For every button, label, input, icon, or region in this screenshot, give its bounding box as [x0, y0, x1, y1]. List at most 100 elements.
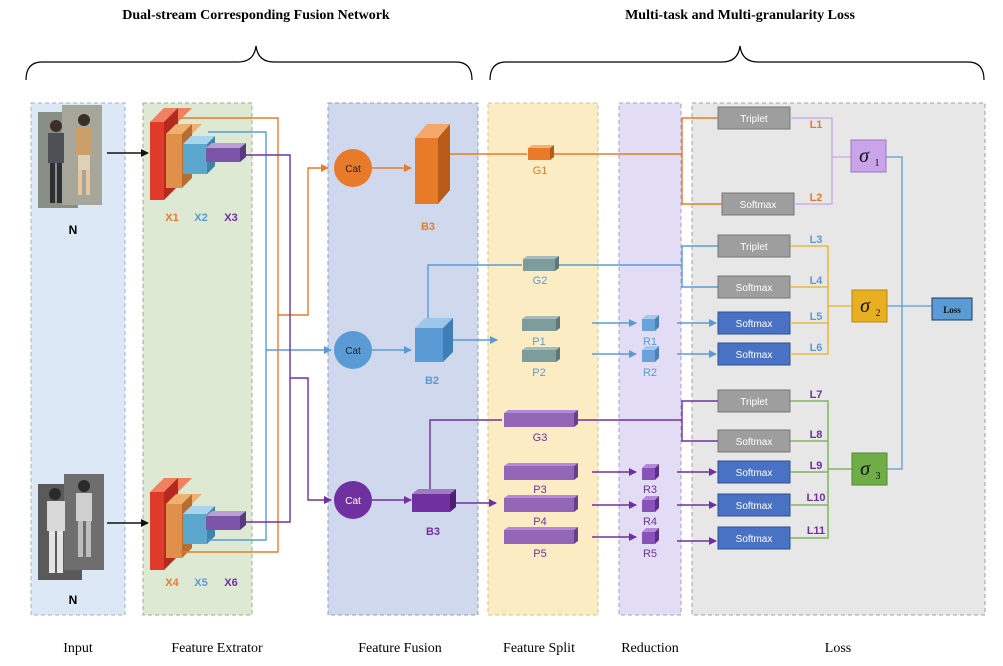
label-p1: P1	[532, 336, 545, 348]
label-l6: L6	[810, 342, 823, 354]
label-r5: R5	[643, 548, 657, 560]
right-brace	[489, 45, 985, 81]
label-g1: G1	[533, 165, 548, 177]
sigma-symbol-1: σ	[859, 145, 870, 167]
softmax-label-3: Softmax	[736, 319, 773, 330]
feature-g2	[523, 256, 559, 271]
input-bottom-label: N	[69, 593, 78, 607]
sigma-symbol-3: σ	[860, 458, 871, 480]
label-x4: X4	[165, 577, 179, 589]
label-p3: P3	[533, 484, 546, 496]
label-b3-bottom: B3	[426, 526, 440, 538]
right-section-title: Multi-task and Multi-granularity Loss	[625, 8, 855, 23]
extractor-caption: Feature Extrator	[171, 641, 263, 656]
feature-p5	[504, 527, 578, 544]
cat-label-orange: Cat	[345, 164, 361, 175]
left-section-title: Dual-stream Corresponding Fusion Network	[122, 8, 390, 23]
block-b2	[415, 318, 453, 362]
reduction-r1	[642, 315, 659, 331]
reduction-caption: Reduction	[621, 641, 679, 656]
softmax-label-2: Softmax	[736, 283, 773, 294]
label-r1: R1	[643, 336, 657, 348]
global-branches	[554, 117, 722, 442]
feature-p2	[522, 347, 560, 362]
loss-sigma-connectors	[790, 117, 932, 539]
cat-label-blue: Cat	[345, 346, 361, 357]
extractor-bottom	[150, 478, 246, 570]
reduction-r3	[642, 464, 659, 480]
label-x2: X2	[194, 212, 207, 224]
sigma-sub-2: 2	[876, 308, 881, 319]
softmax-label-5: Softmax	[736, 437, 773, 448]
softmax-label-6: Softmax	[736, 468, 773, 479]
softmax-label-8: Softmax	[736, 534, 773, 545]
input-top-label: N	[69, 223, 78, 237]
sigma-sub-3: 3	[876, 471, 881, 482]
reduction-r5	[642, 528, 659, 544]
fusion-caption: Feature Fusion	[358, 641, 442, 656]
label-l1: L1	[810, 119, 823, 131]
cat-label-purple: Cat	[345, 496, 361, 507]
fusion-split-connectors	[427, 153, 527, 507]
label-l3: L3	[810, 234, 823, 246]
total-loss-box	[931, 297, 973, 321]
sigma-box-1	[850, 139, 887, 173]
cat-node-purple	[334, 481, 372, 519]
total-loss-label: Loss	[943, 305, 961, 315]
label-r3: R3	[643, 484, 657, 496]
label-l2: L2	[810, 192, 823, 204]
sigma-symbol-2: σ	[860, 295, 871, 317]
triplet-label-3: Triplet	[740, 397, 768, 408]
label-b3-top: B3	[421, 221, 435, 233]
label-p5: P5	[533, 548, 546, 560]
split-reduction-arrows	[592, 319, 637, 541]
sigma-sub-1: 1	[875, 158, 880, 169]
triplet-label-1: Triplet	[740, 114, 768, 125]
label-r4: R4	[643, 516, 657, 528]
reduction-r4	[642, 496, 659, 512]
label-l7: L7	[810, 389, 823, 401]
infrared-person-images	[38, 474, 104, 580]
sigma-box-3	[851, 452, 888, 486]
softmax-label-4: Softmax	[736, 350, 773, 361]
label-r2: R2	[643, 367, 657, 379]
label-x6: X6	[224, 577, 237, 589]
reduction-r2	[642, 346, 659, 362]
feature-p4	[504, 495, 578, 512]
loss-caption: Loss	[825, 641, 851, 656]
rgb-person-images	[38, 105, 102, 208]
block-b3-bottom	[412, 489, 456, 512]
input-caption: Input	[63, 641, 93, 656]
label-x3: X3	[224, 212, 237, 224]
label-l4: L4	[810, 275, 824, 287]
label-g2: G2	[533, 275, 548, 287]
label-l10: L10	[807, 492, 826, 504]
label-g3: G3	[533, 432, 548, 444]
left-brace	[25, 45, 473, 81]
extractor-connectors	[180, 117, 332, 553]
label-l5: L5	[810, 311, 823, 323]
cat-node-orange	[334, 149, 372, 187]
label-l9: L9	[810, 460, 823, 472]
fusion-panel	[327, 102, 479, 616]
reduction-softmax-arrows	[677, 319, 717, 545]
softmax-label-1: Softmax	[740, 200, 777, 211]
feature-p3	[504, 463, 578, 480]
feature-g3	[504, 410, 578, 427]
label-b2: B2	[425, 375, 439, 387]
label-x5: X5	[194, 577, 207, 589]
label-p2: P2	[532, 367, 545, 379]
label-l8: L8	[810, 429, 823, 441]
block-b3-top	[415, 124, 450, 204]
split-caption: Feature Split	[503, 641, 575, 656]
cat-node-blue	[334, 331, 372, 369]
sigma-box-2	[851, 289, 888, 323]
triplet-label-2: Triplet	[740, 242, 768, 253]
label-p4: P4	[533, 516, 546, 528]
feature-p1	[522, 316, 560, 331]
label-x1: X1	[165, 212, 178, 224]
feature-g1	[528, 145, 554, 160]
softmax-label-7: Softmax	[736, 501, 773, 512]
label-l11: L11	[807, 525, 825, 537]
